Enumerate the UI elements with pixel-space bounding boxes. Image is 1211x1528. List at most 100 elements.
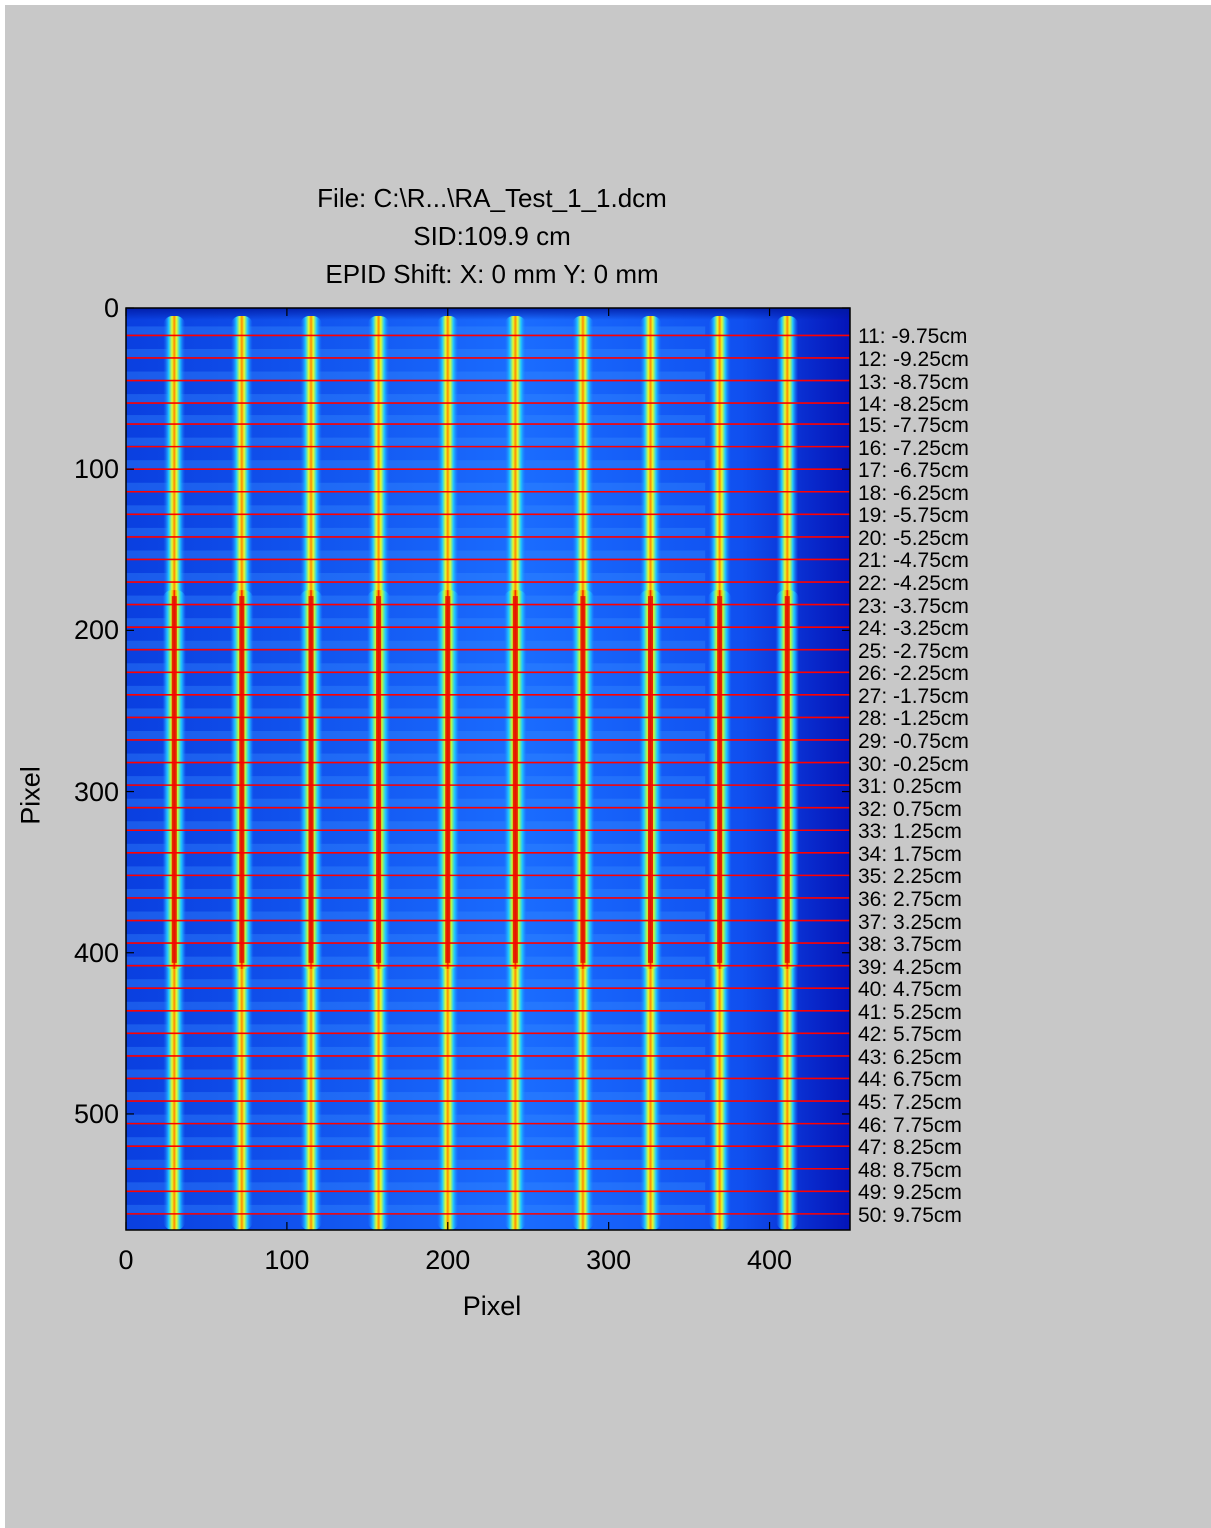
leaf-band xyxy=(126,1092,706,1101)
leaf-band xyxy=(126,348,706,357)
figure-title-line-2: SID:109.9 cm xyxy=(413,221,571,251)
leaf-band xyxy=(126,573,706,582)
leaf-band xyxy=(126,640,706,649)
profile-line-label: 45: 7.25cm xyxy=(858,1091,962,1115)
profile-line-label: 43: 6.25cm xyxy=(858,1045,962,1069)
profile-line-label: 24: -3.25cm xyxy=(858,617,969,641)
profile-line-label: 49: 9.25cm xyxy=(858,1181,962,1205)
profile-line-label: 23: -3.75cm xyxy=(858,594,969,618)
profile-line-label: 22: -4.25cm xyxy=(858,572,969,596)
picket-strip-core xyxy=(784,596,790,963)
leaf-band xyxy=(126,708,706,717)
leaf-band xyxy=(126,1024,706,1033)
leaf-band xyxy=(126,394,706,403)
leaf-band xyxy=(126,911,706,920)
leaf-band xyxy=(126,979,706,988)
y-tick-label: 300 xyxy=(73,776,119,807)
x-axis-label: Pixel xyxy=(462,1291,522,1321)
profile-line-label: 11: -9.75cm xyxy=(858,325,968,349)
profile-line-label: 14: -8.25cm xyxy=(858,393,969,417)
leaf-band xyxy=(126,956,706,965)
profile-line-label: 48: 8.75cm xyxy=(858,1158,962,1182)
y-tick-label: 400 xyxy=(73,937,119,968)
heatmap-plot xyxy=(125,307,851,1231)
picket-strip-core xyxy=(171,596,177,963)
leaf-band xyxy=(126,415,706,424)
leaf-band xyxy=(126,888,706,897)
leaf-band xyxy=(126,1114,706,1123)
figure-title-line-1: File: C:\R...\RA_Test_1_1.dcm xyxy=(317,183,667,213)
profile-line-label: 27: -1.75cm xyxy=(858,684,969,708)
profile-line-label: 12: -9.25cm xyxy=(858,347,969,371)
picket-strip-core xyxy=(239,596,245,963)
profile-line-label: 19: -5.75cm xyxy=(858,504,969,528)
leaf-band xyxy=(126,460,706,469)
leaf-band xyxy=(126,1159,706,1168)
leaf-band xyxy=(126,550,706,559)
picket-strip-core xyxy=(647,596,653,963)
profile-line-label: 40: 4.75cm xyxy=(858,978,962,1002)
profile-line-label: 32: 0.75cm xyxy=(858,797,962,821)
profile-line-label: 16: -7.25cm xyxy=(858,436,969,460)
picket-strip-core xyxy=(512,596,518,963)
x-tick-label: 200 xyxy=(425,1245,471,1275)
leaf-band xyxy=(126,1182,706,1191)
y-tick-label: 100 xyxy=(73,454,119,485)
profile-line-label: 50: 9.75cm xyxy=(858,1203,962,1227)
leaf-band xyxy=(126,753,706,762)
profile-line-label: 41: 5.25cm xyxy=(858,1000,962,1024)
leaf-band xyxy=(126,595,706,604)
profile-line-label: 13: -8.75cm xyxy=(858,370,969,394)
profile-line-label: 42: 5.75cm xyxy=(858,1023,962,1047)
x-tick-label: 400 xyxy=(747,1245,793,1275)
leaf-band xyxy=(126,798,706,807)
leaf-band xyxy=(126,776,706,785)
leaf-band xyxy=(126,1001,706,1010)
y-tick-label: 0 xyxy=(103,293,119,323)
profile-line-label: 28: -1.25cm xyxy=(858,707,969,731)
profile-line-label: 20: -5.25cm xyxy=(858,526,969,550)
profile-line-label: 38: 3.75cm xyxy=(858,933,962,957)
leaf-band xyxy=(126,1046,706,1055)
profile-line-label: 37: 3.25cm xyxy=(858,910,962,934)
picket-strip-core xyxy=(376,596,382,963)
profile-line-label: 30: -0.25cm xyxy=(858,752,969,776)
profile-line-label: 25: -2.75cm xyxy=(858,639,969,663)
picket-strip-core xyxy=(445,596,451,963)
figure-title-line-3: EPID Shift: X: 0 mm Y: 0 mm xyxy=(325,259,659,289)
leaf-band xyxy=(126,1204,706,1213)
figure-window: File: C:\R...\RA_Test_1_1.dcm SID:109.9 … xyxy=(5,5,1211,1528)
leaf-band xyxy=(126,527,706,536)
leaf-band xyxy=(126,482,706,491)
y-tick-label: 200 xyxy=(73,615,119,646)
leaf-band xyxy=(126,934,706,943)
profile-line-label: 46: 7.75cm xyxy=(858,1113,962,1137)
profile-line-label: 18: -6.25cm xyxy=(858,481,969,505)
profile-line-label: 36: 2.75cm xyxy=(858,887,962,911)
x-tick-label: 300 xyxy=(586,1245,632,1275)
profile-line-label: 17: -6.75cm xyxy=(858,459,969,483)
leaf-band xyxy=(126,505,706,514)
leaf-band xyxy=(126,821,706,830)
profile-line-label: 47: 8.25cm xyxy=(858,1136,962,1160)
x-tick-label: 0 xyxy=(118,1245,134,1275)
leaf-band xyxy=(126,326,706,335)
picket-strip-core xyxy=(717,596,723,963)
profile-line-label: 34: 1.75cm xyxy=(858,842,962,866)
profile-line-label: 29: -0.75cm xyxy=(858,729,969,753)
leaf-band xyxy=(126,437,706,446)
leaf-band xyxy=(126,866,706,875)
profile-line-label: 21: -4.75cm xyxy=(858,549,969,573)
leaf-band xyxy=(126,685,706,694)
y-tick-label: 500 xyxy=(73,1098,119,1129)
profile-line-label: 33: 1.25cm xyxy=(858,820,962,844)
leaf-band xyxy=(126,843,706,852)
leaf-band xyxy=(126,663,706,672)
profile-line-label: 39: 4.25cm xyxy=(858,955,962,979)
profile-line-label: 31: 0.25cm xyxy=(858,775,962,799)
profile-line-label: 35: 2.25cm xyxy=(858,865,962,889)
y-axis-label: Pixel xyxy=(15,766,46,825)
profile-line-label: 26: -2.25cm xyxy=(858,662,969,686)
leaf-band xyxy=(126,1069,706,1078)
leaf-band xyxy=(126,618,706,627)
